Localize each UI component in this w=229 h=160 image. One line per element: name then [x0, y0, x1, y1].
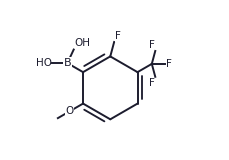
Text: F: F	[148, 40, 154, 50]
Text: F: F	[165, 59, 171, 69]
Text: F: F	[115, 31, 121, 41]
Text: B: B	[63, 58, 71, 68]
Text: OH: OH	[74, 38, 90, 48]
Text: HO: HO	[35, 58, 52, 68]
Text: O: O	[65, 106, 73, 116]
Text: F: F	[148, 78, 154, 88]
